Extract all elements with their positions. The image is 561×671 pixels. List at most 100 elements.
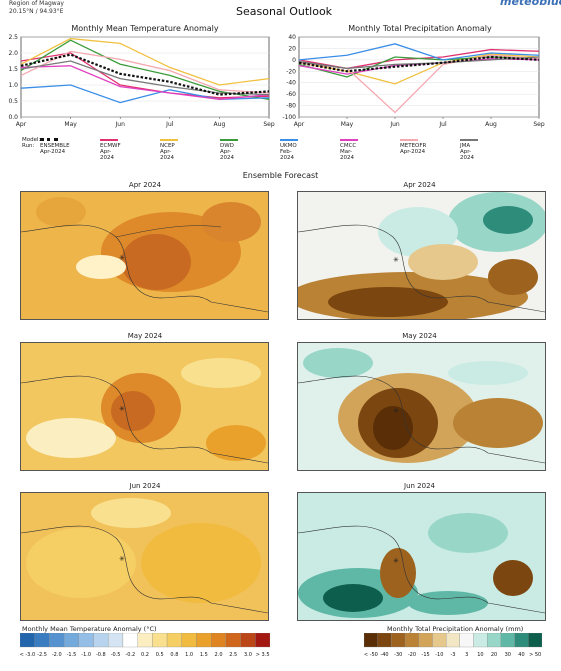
- precip-ytick-label: 40: [288, 34, 296, 41]
- legend-run-date: Apr-2024: [460, 149, 474, 161]
- precip-ylabel: mm: [280, 71, 281, 83]
- precip-xtick-label: Jul: [438, 121, 447, 128]
- temp-series-ecmwf: [20, 52, 270, 99]
- precip-ytick-label: -100: [282, 114, 296, 121]
- precip-ytick-label: -40: [286, 80, 296, 87]
- precip-colorbar-label: 3: [465, 652, 468, 658]
- temp-colorbar-cell: [93, 633, 109, 648]
- ensemble-title: Ensemble Forecast: [242, 171, 319, 180]
- precip-map-may-field: ✳: [298, 348, 545, 464]
- legend-entry-cmcc: CMCC Mar-2024: [340, 137, 358, 161]
- legend-run-date: Feb-2024: [280, 149, 294, 161]
- legend-swatch: [400, 138, 418, 141]
- legend-model-name: DWD: [220, 143, 234, 149]
- temp-colorbar-label: 0.2: [141, 652, 149, 658]
- temp-colorbar-cell: [137, 633, 153, 648]
- temp-colorbar-label: 2.0: [215, 652, 223, 658]
- temp-ytick-label: 2.5: [8, 34, 18, 41]
- legend-run-date: Apr-2024: [400, 149, 426, 155]
- temp-colorbar-label: -2.0: [52, 652, 62, 658]
- precip-colorbar-label: 40: [518, 652, 524, 658]
- legend-entry-ecmwf: ECMWF Apr-2024: [100, 137, 121, 161]
- temp-colorbar-label: -2.5: [37, 652, 47, 658]
- legend-model-name: NCEP: [160, 143, 175, 149]
- precip-colorbar-title: Monthly Total Precipitation Anomaly (mm): [387, 625, 524, 633]
- precip-map-apr: ✳: [297, 191, 546, 320]
- legend-swatch: [340, 138, 358, 141]
- precip-colorbar-label: -40: [380, 652, 388, 658]
- precip-colorbar-cell: [364, 633, 378, 648]
- precip-map-title-may: May 2024: [402, 332, 437, 340]
- temp-ytick-label: 0.0: [8, 114, 18, 121]
- temp-xtick-label: Aug: [214, 121, 226, 128]
- temp-colorbar-cell: [152, 633, 168, 648]
- temp-ytick-label: 0.5: [8, 98, 18, 105]
- precip-xtick-label: Aug: [485, 121, 497, 128]
- legend-swatch: [40, 138, 58, 141]
- precip-series-jma: [298, 56, 540, 70]
- svg-text:✳: ✳: [393, 557, 399, 565]
- temp-ytick-label: 1.5: [8, 66, 18, 73]
- temp-colorbar-cell: [63, 633, 79, 648]
- temp-chart-title: Monthly Mean Temperature Anomaly: [71, 24, 219, 33]
- temperature-anomaly-chart: 0.0 0.5 1.0 1.5 2.0 2.5 Apr May Jun Jul Aug Sep: [8, 34, 274, 128]
- precip-series-dwd: [298, 56, 540, 78]
- precip-colorbar-cell: [459, 633, 474, 648]
- svg-text:✳: ✳: [119, 405, 125, 413]
- temp-colorbar-label: -0.8: [96, 652, 106, 658]
- precip-ytick-label: -20: [286, 68, 296, 75]
- legend-swatch: [280, 138, 298, 141]
- temp-colorbar-cell: [255, 633, 270, 648]
- legend-entry-ukmo: UKMO Feb-2024: [280, 137, 298, 161]
- precip-map-apr-field: ✳: [298, 192, 545, 319]
- svg-text:✳: ✳: [119, 254, 125, 262]
- precip-colorbar-label: -3: [451, 652, 456, 658]
- precip-colorbar-cell: [514, 633, 529, 648]
- temp-colorbar-cell: [49, 633, 65, 648]
- temp-colorbar-label: < -3.0: [20, 652, 35, 658]
- legend-entry-dwd: DWD Apr-2024: [220, 137, 238, 161]
- temp-colorbar-cell: [122, 633, 138, 648]
- legend-run-date: Apr-2024: [220, 149, 234, 161]
- precip-ytick-label: -60: [286, 91, 296, 98]
- legend-entry-jma: JMA Apr-2024: [460, 137, 478, 161]
- precip-colorbar-label: -20: [408, 652, 416, 658]
- temp-colorbar-cell: [108, 633, 124, 648]
- brand-logo: meteoblue: [500, 0, 561, 8]
- legend-model-name: CMCC: [340, 143, 357, 149]
- temp-colorbar-cell: [166, 633, 182, 648]
- temp-xtick-label: Jul: [165, 121, 174, 128]
- svg-text:✳: ✳: [393, 407, 399, 415]
- temp-xtick-label: Apr: [16, 121, 27, 128]
- temp-colorbar: < -3.0 -2.5 -2.0 -1.5 -1.0 -0.8 -0.5 -0.2 0.2 0.5…: [20, 633, 270, 658]
- precip-colorbar: < -50 -40 -30 -20 -15 -10 -3 3 10 20 30 40 > 50: [364, 633, 542, 658]
- precip-xtick-label: Apr: [294, 121, 305, 128]
- temp-colorbar-cell: [20, 633, 35, 648]
- temp-colorbar-label: 3.0: [244, 652, 252, 658]
- temp-colorbar-label: 1.0: [185, 652, 193, 658]
- temp-series-jma: [20, 60, 270, 96]
- precip-colorbar-cell: [391, 633, 406, 648]
- legend-entry-ncep: NCEP Apr-2024: [160, 137, 178, 161]
- temp-xtick-label: May: [64, 121, 77, 128]
- precip-colorbar-cell: [487, 633, 502, 648]
- legend-swatch: [460, 138, 478, 141]
- precip-xtick-label: Jun: [389, 121, 400, 128]
- temp-colorbar-label: 0.8: [170, 652, 178, 658]
- precip-colorbar-cell: [473, 633, 488, 648]
- legend-model-name: UKMO: [280, 143, 297, 149]
- temp-colorbar-label: -0.5: [111, 652, 121, 658]
- precip-colorbar-label: -30: [394, 652, 402, 658]
- temp-map-title-may: May 2024: [127, 332, 163, 340]
- temp-series-cmcc: [20, 65, 270, 101]
- temp-colorbar-cell: [196, 633, 212, 648]
- temp-series-meteofr: [20, 50, 270, 94]
- region-name: Region of Magway: [9, 0, 64, 7]
- temp-map-jun-field: ✳: [21, 498, 268, 614]
- precip-plot-frame: [298, 36, 540, 118]
- precip-chart-title: Monthly Total Precipitation Anomaly: [348, 24, 492, 33]
- legend-entry-ensemble: ENSEMBLE Apr-2024: [40, 137, 70, 155]
- svg-text:✳: ✳: [119, 555, 125, 563]
- temp-map-apr: ✳: [20, 191, 269, 320]
